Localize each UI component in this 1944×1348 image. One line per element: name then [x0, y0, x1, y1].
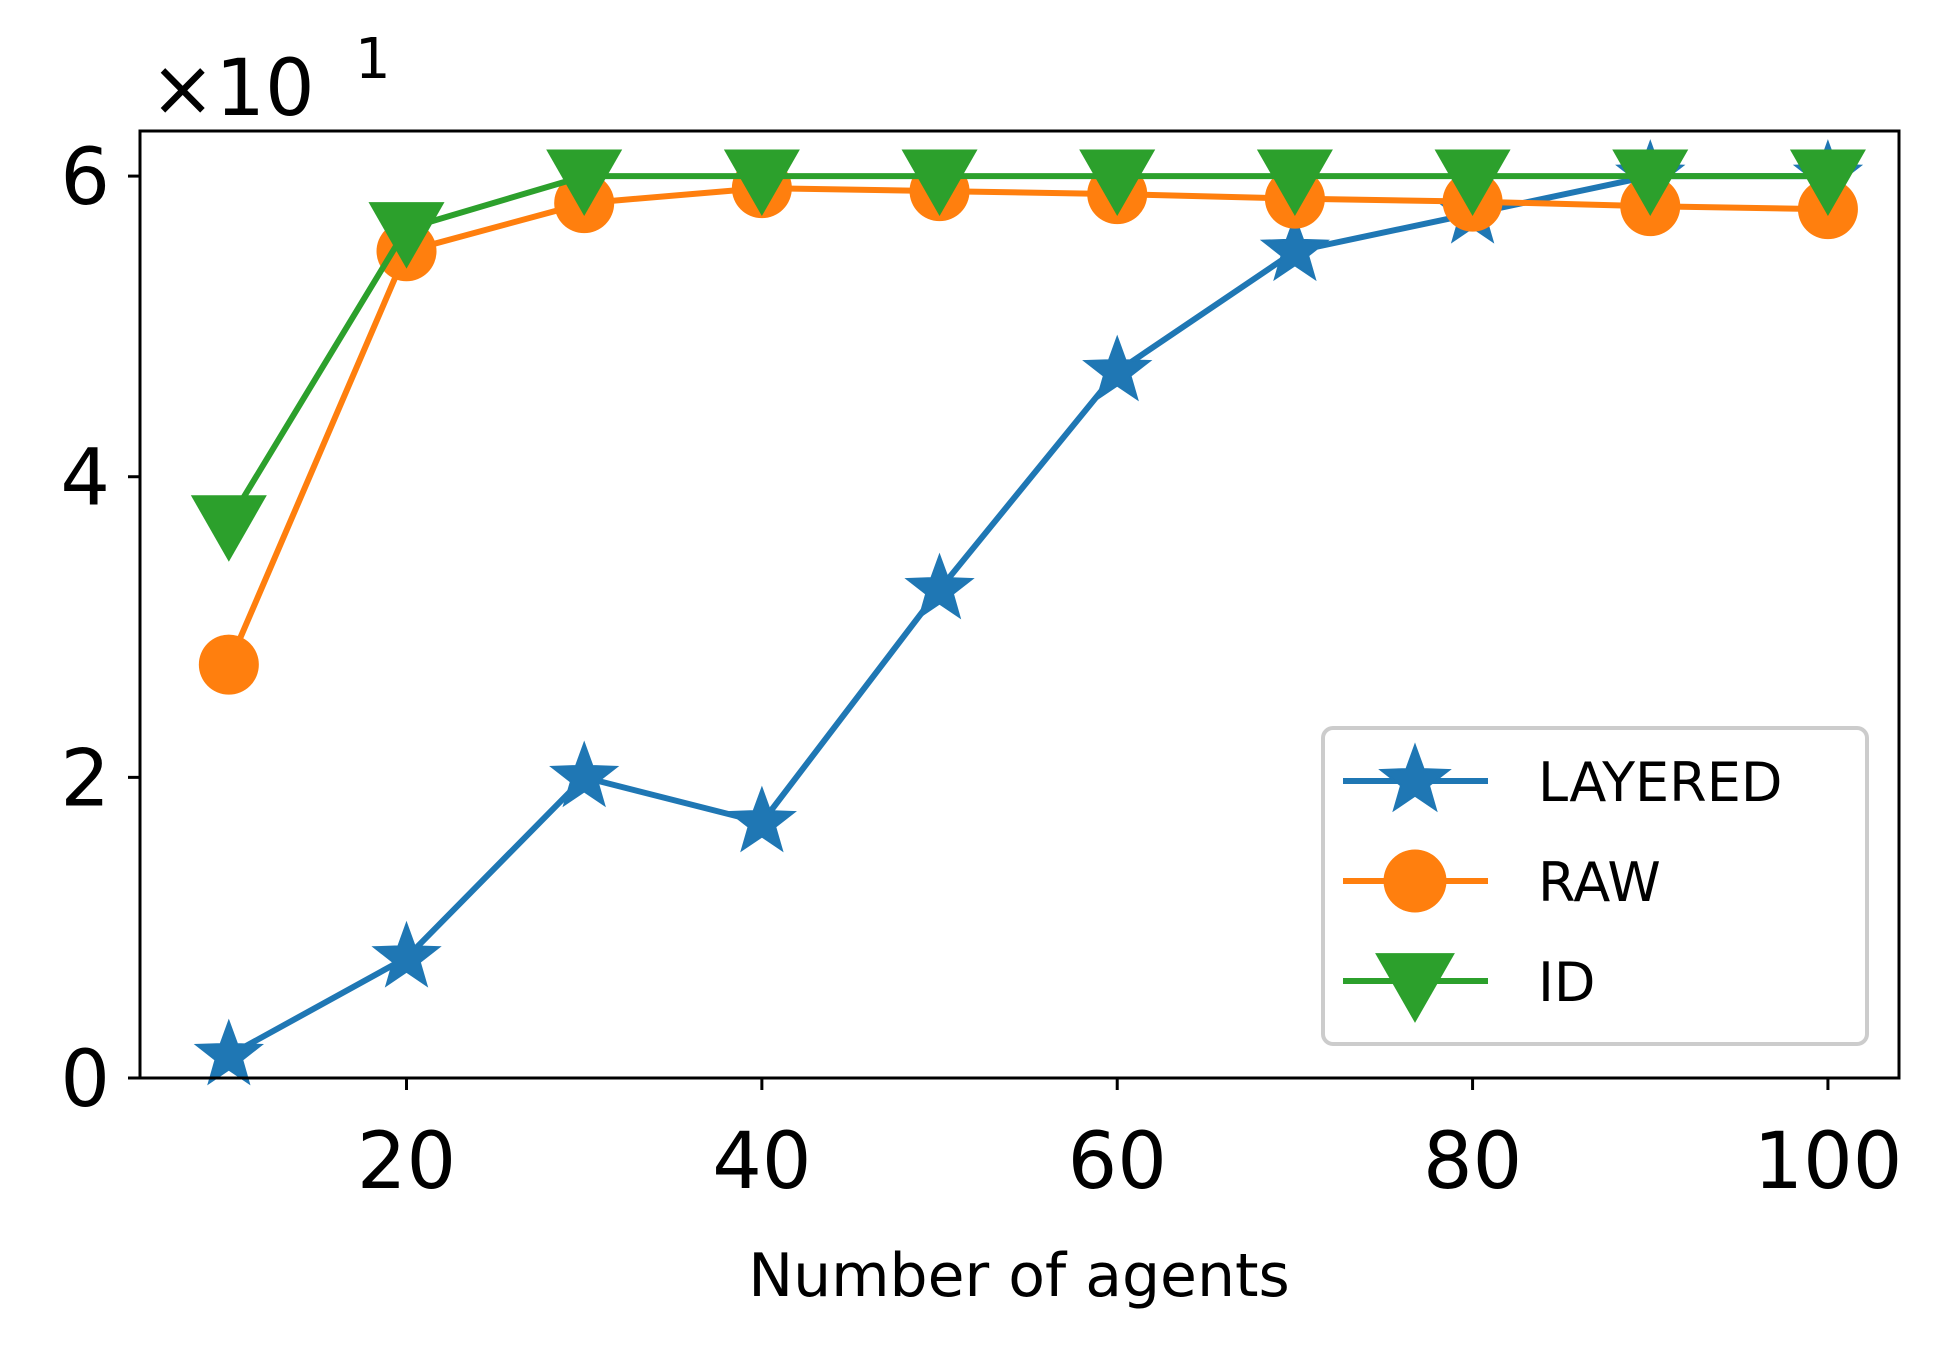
legend-marker-id	[1375, 953, 1455, 1023]
y-multiplier-exponent: 1	[355, 27, 391, 92]
legend-item-id: ID	[1343, 951, 1596, 1023]
legend-label-raw: RAW	[1538, 851, 1661, 914]
data-point-layered-10	[193, 1018, 264, 1086]
data-point-layered-60	[1082, 334, 1153, 402]
series-line-id	[226, 173, 1828, 524]
data-point-id-20	[368, 202, 445, 269]
data-point-id-80	[1434, 149, 1511, 216]
y-tick-label-4: 4	[60, 434, 110, 524]
data-point-id-10	[190, 495, 267, 562]
y-multiplier-base: ×10	[150, 44, 315, 134]
x-tick-label-80: 80	[1423, 1117, 1522, 1207]
y-axis: 0 2 4 6	[60, 133, 140, 1125]
data-point-id-70	[1256, 149, 1333, 216]
series-id	[190, 149, 1866, 562]
series-raw	[198, 158, 1858, 695]
y-tick-label-0: 0	[60, 1035, 110, 1125]
plot-frame	[138, 129, 1901, 1080]
data-point-layered-30	[549, 740, 620, 808]
data-point-id-50	[901, 149, 978, 216]
legend-item-raw: RAW	[1343, 849, 1661, 914]
data-point-id-30	[546, 149, 623, 216]
legend-box	[1321, 726, 1869, 1046]
x-tick-label-60: 60	[1068, 1117, 1167, 1207]
y-tick-label-2: 2	[60, 734, 110, 824]
legend: LAYERED RAW ID	[1321, 726, 1869, 1046]
legend-marker-raw	[1383, 849, 1447, 913]
data-point-id-90	[1612, 149, 1689, 216]
y-tick-label-6: 6	[60, 133, 110, 223]
x-tick-label-40: 40	[712, 1117, 811, 1207]
x-axis: 20 40 60 80 100	[357, 1078, 1902, 1207]
data-point-layered-70	[1259, 214, 1330, 282]
data-point-id-40	[723, 149, 800, 216]
legend-label-id: ID	[1538, 951, 1596, 1014]
data-point-id-60	[1079, 149, 1156, 216]
data-point-layered-20	[371, 920, 442, 988]
x-axis-label: Number of agents	[748, 1241, 1290, 1311]
data-point-id-100	[1789, 149, 1866, 216]
data-point-layered-50	[904, 552, 975, 620]
x-tick-label-20: 20	[357, 1117, 456, 1207]
series-layer	[190, 139, 1866, 1086]
legend-marker-layered	[1378, 742, 1452, 813]
data-point-layered-40	[726, 785, 797, 853]
legend-label-layered: LAYERED	[1538, 751, 1782, 814]
series-line-raw	[226, 185, 1828, 666]
series-line-layered	[227, 173, 1828, 1059]
x-tick-label-100: 100	[1753, 1117, 1902, 1207]
data-point-raw-10	[198, 634, 259, 695]
legend-item-layered: LAYERED	[1343, 742, 1782, 814]
y-axis-multiplier: ×10 1	[150, 27, 391, 134]
